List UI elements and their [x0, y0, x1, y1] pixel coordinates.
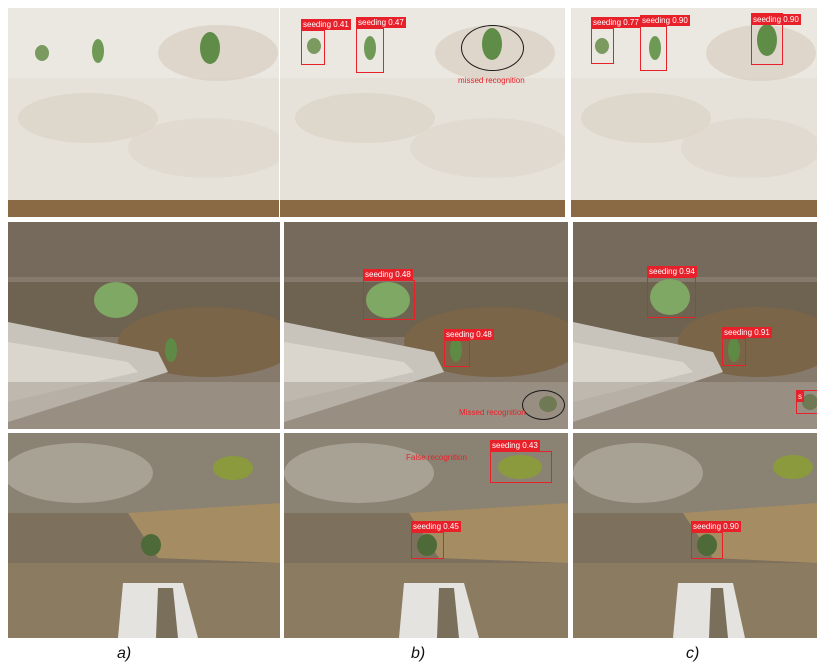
detection-box: seeding 0.45	[411, 521, 461, 559]
image-row2-a	[8, 222, 280, 429]
detection-label: seeding 0.48	[363, 269, 413, 280]
caption-b: b)	[411, 645, 426, 662]
photo-row2-b	[284, 222, 568, 429]
detection-box: seeding 0.94	[647, 266, 697, 318]
image-row2-c: seeding 0.94 seeding 0.91 s	[573, 222, 817, 429]
detection-box: seeding 0.47	[356, 17, 406, 73]
false-recognition-box: seeding 0.43	[490, 440, 552, 483]
missed-recognition-ellipse	[522, 390, 565, 420]
photo-row3-b	[284, 433, 568, 638]
image-row2-b: seeding 0.48 seeding 0.48 Missed recogni…	[284, 222, 568, 429]
detection-label: seeding 0.45	[411, 521, 461, 532]
caption-c: c)	[686, 645, 700, 662]
detection-box: s	[796, 390, 817, 414]
detection-label: seeding 0.90	[751, 14, 801, 25]
image-row3-b: seeding 0.43 seeding 0.45 False recognit…	[284, 433, 568, 638]
photo-row3-c	[573, 433, 817, 638]
detection-box: seeding 0.90	[691, 521, 741, 559]
image-row1-c: seeding 0.77 seeding 0.90 seeding 0.90	[571, 8, 817, 217]
detection-box: seeding 0.90	[640, 15, 690, 71]
image-row3-a	[8, 433, 280, 638]
detection-label: seeding 0.41	[301, 19, 351, 30]
detection-label: seeding 0.90	[640, 15, 690, 26]
image-row3-c: seeding 0.90	[573, 433, 817, 638]
detection-label: seeding 0.91	[722, 327, 772, 338]
detection-label: seeding 0.90	[691, 521, 741, 532]
photo-row3-a	[8, 433, 280, 638]
photo-row1-a	[8, 8, 279, 217]
detection-label: s	[796, 391, 804, 402]
image-row1-a	[8, 8, 279, 217]
false-recognition-annotation: False recognition	[406, 453, 467, 462]
photo-row1-c	[571, 8, 817, 217]
detection-label: seeding 0.77	[591, 17, 641, 28]
detection-box: seeding 0.48	[363, 269, 415, 320]
detection-box: seeding 0.48	[444, 329, 494, 367]
detection-label: seeding 0.94	[647, 266, 697, 277]
photo-row2-c	[573, 222, 817, 429]
detection-box: seeding 0.91	[722, 327, 772, 366]
caption-a: a)	[117, 645, 132, 662]
image-row1-b: seeding 0.41 seeding 0.47 missed recogni…	[280, 8, 565, 217]
detection-label: seeding 0.47	[356, 17, 406, 28]
missed-recognition-ellipse	[461, 25, 524, 71]
missed-recognition-annotation: Missed recognition	[459, 408, 526, 417]
detection-box: seeding 0.90	[751, 13, 801, 65]
detection-box: seeding 0.41	[301, 19, 351, 65]
detection-label: seeding 0.48	[444, 329, 494, 340]
missed-recognition-annotation: missed recognition	[458, 76, 525, 85]
photo-row2-a	[8, 222, 280, 429]
detection-box: seeding 0.77	[591, 17, 641, 64]
detection-label: seeding 0.43	[490, 440, 540, 451]
